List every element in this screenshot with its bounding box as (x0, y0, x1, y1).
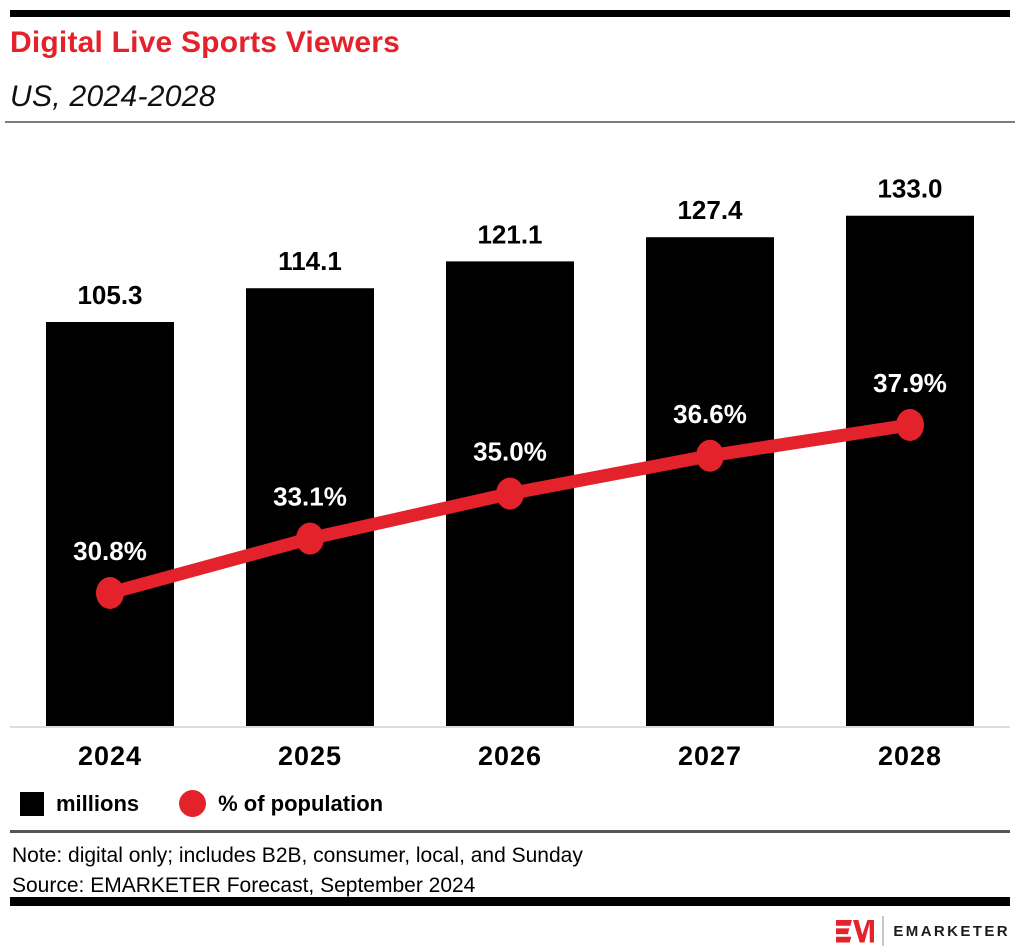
bar-2027 (646, 237, 774, 726)
footer-divider (10, 830, 1010, 833)
bar-value-label: 127.4 (677, 195, 743, 225)
line-value-label: 37.9% (873, 368, 947, 398)
legend-label: millions (56, 790, 140, 816)
page-subtitle: US, 2024-2028 (10, 80, 216, 113)
x-axis-label-2026: 2026 (478, 741, 542, 771)
line-value-label: 35.0% (473, 437, 547, 467)
bar-2025 (246, 288, 374, 726)
bottom-accent-bar (10, 897, 1010, 906)
x-axis-label-2027: 2027 (678, 741, 742, 771)
brand-divider (882, 916, 885, 946)
chart-source: Source: EMARKETER Forecast, September 20… (12, 874, 476, 897)
x-axis-label-2028: 2028 (878, 741, 942, 771)
line-point-2025 (296, 522, 324, 555)
header-divider (5, 121, 1015, 123)
line-value-label: 33.1% (273, 482, 347, 512)
line-point-2026 (496, 477, 524, 510)
legend-item-pct-of-population: % of population (179, 790, 383, 817)
legend-label: % of population (218, 790, 384, 816)
line-value-label: 30.8% (73, 536, 147, 566)
line-point-2024 (96, 577, 124, 609)
combo-bar-line-chart: 105.3 114.1 121.1 127.4 133.0 30.8% 33.1% 35.0%… (10, 174, 1010, 771)
legend-item-millions: millions (20, 791, 139, 817)
brand-name: EMARKETER (893, 923, 1010, 940)
bar-value-label: 105.3 (77, 280, 142, 310)
emarketer-logo-icon (836, 919, 875, 942)
chart-legend: millions % of population (20, 790, 423, 817)
chart-note: Note: digital only; includes B2B, consum… (12, 844, 583, 867)
page-title: Digital Live Sports Viewers (10, 26, 400, 59)
bar-value-label: 133.0 (877, 174, 942, 204)
brand-block: EMARKETER (836, 914, 1010, 948)
line-point-2028 (896, 409, 924, 441)
top-accent-bar (10, 10, 1010, 17)
line-value-label: 36.6% (673, 399, 747, 429)
bar-2024 (46, 322, 174, 726)
bar-value-label: 121.1 (477, 219, 542, 249)
bar-2028 (846, 215, 974, 726)
bar-series-swatch (20, 791, 44, 816)
bar-value-label: 114.1 (278, 246, 342, 276)
x-axis-label-2025: 2025 (278, 741, 342, 771)
line-point-2027 (696, 439, 724, 472)
x-axis-label-2024: 2024 (78, 741, 142, 771)
line-series-swatch (179, 790, 207, 817)
